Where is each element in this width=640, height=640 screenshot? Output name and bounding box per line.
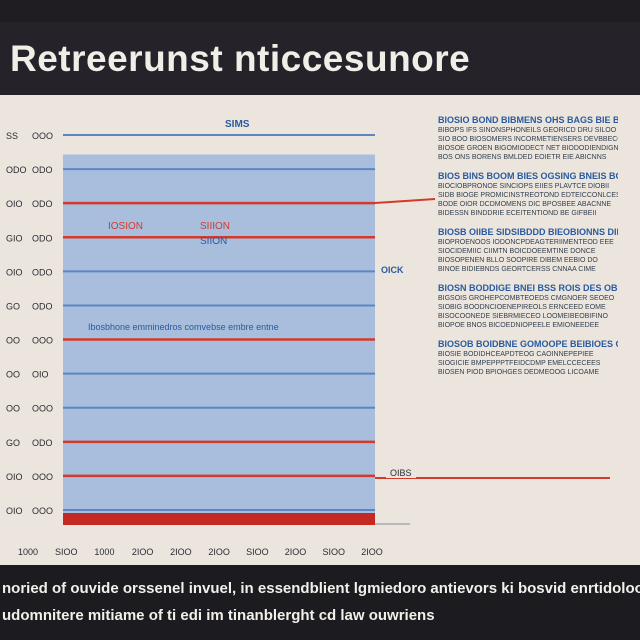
y-tick-label-right: OOO bbox=[32, 506, 53, 516]
side-text-heading: BIOSB OIIBE SIDSIBDDD BIEOBIONNS DIBRO bbox=[438, 227, 618, 237]
annotation: SIIION bbox=[200, 221, 230, 232]
side-text-block: BIOS BINS BOOM BIES OGSING BNEIS BOORS BI… bbox=[438, 171, 618, 218]
side-text-line: BIOSOE GROEN BIGOMIODECT NET BIODODIENDI… bbox=[438, 145, 618, 152]
caption-line-1: noried of ouvide orssenel invuel, in ess… bbox=[2, 580, 640, 597]
y-tick-label-right: ODO bbox=[32, 438, 53, 448]
y-tick-label-left: OIO bbox=[6, 472, 23, 482]
side-text-line: BODE OIOR DCDMOMENS DIC BPOSBEE ABACNNE bbox=[438, 201, 612, 208]
y-tick-label-left: ODO bbox=[6, 165, 27, 175]
y-tick-label-right: OOO bbox=[32, 472, 53, 482]
y-tick-label-right: ODO bbox=[32, 233, 53, 243]
reference-label-bg bbox=[386, 466, 416, 478]
y-tick-label-left: OIO bbox=[6, 199, 23, 209]
annotation: Ibosbhone emminedros comvebse embre entn… bbox=[88, 322, 279, 332]
x-tick-label: 1000 bbox=[18, 547, 38, 557]
y-tick-label-right: OIO bbox=[32, 370, 49, 380]
side-text-line: BIGSOIS GROHEPCOMBTEOEDS CMGNOER SEOEO bbox=[438, 295, 615, 302]
x-tick-label: 2IOO bbox=[208, 547, 230, 557]
reference-line-label: OIBS bbox=[390, 468, 412, 478]
side-text-block: BIOSB OIIBE SIDSIBDDD BIEOBIONNS DIBRO BI… bbox=[438, 227, 618, 274]
page-title: Retreerunst nticcesunore bbox=[10, 38, 471, 79]
side-text-line: BIOSIE BODIDHCEAPDTEOG CAOINNEPEPIEE bbox=[438, 351, 594, 358]
y-tick-label-left: OIO bbox=[6, 506, 23, 516]
side-text-line: BIOSOPENEN BLLO SOOPIRE DIBEM EEBIO DO bbox=[438, 257, 598, 264]
side-text-line: BINOE BIDIEBNDS GEORTCERSS CNNAA CIME bbox=[438, 266, 596, 273]
side-text-heading: BIOSIO BOND BIBMENS OHS BAGS BIE BOGHO bbox=[438, 115, 618, 125]
side-text-line: BISOCOONEDE SIEBRMIECEO LOOMEIBEOBIFINO bbox=[438, 313, 608, 320]
y-tick-label-left: OIO bbox=[6, 267, 23, 277]
y-tick-label-left: GO bbox=[6, 438, 20, 448]
side-text-line: BIOPOE BNOS BICOEDNIOPEELE EMIONEEDEE bbox=[438, 322, 600, 329]
x-tick-label: SIOO bbox=[323, 547, 346, 557]
y-tick-label-right: ODO bbox=[32, 301, 53, 311]
side-text-block: BIOSN BODDIGE BNEI BSS ROIS DES OBI BIGSO… bbox=[438, 283, 618, 330]
x-tick-label: SIOO bbox=[55, 547, 78, 557]
y-tick-label-left: OO bbox=[6, 404, 20, 414]
x-tick-label: 1000 bbox=[94, 547, 114, 557]
y-tick-label-right: OOO bbox=[32, 336, 53, 346]
side-text-line: SIO BOO BIOSOMERS INCORMETIENSERS DEVBBE… bbox=[438, 136, 618, 143]
header-title-band bbox=[0, 22, 640, 95]
annotation: IOSION bbox=[108, 221, 143, 232]
x-tick-label: 2IOO bbox=[170, 547, 192, 557]
side-text-line: SIDB BIOGE PROMICINSTREOTOND EDTEICCONLC… bbox=[438, 192, 618, 199]
baseline-band bbox=[63, 513, 375, 525]
side-text-heading: BIOS BINS BOOM BIES OGSING BNEIS BOORS bbox=[438, 171, 618, 181]
side-text-column: BIOSIO BOND BIBMENS OHS BAGS BIE BOGHO BI… bbox=[438, 115, 618, 555]
annotation: OICK bbox=[381, 265, 404, 275]
reference-line-1 bbox=[374, 198, 436, 204]
y-tick-label-right: OOO bbox=[32, 404, 53, 414]
y-tick-label-right: ODO bbox=[32, 267, 53, 277]
y-tick-label-right: OOO bbox=[32, 131, 53, 141]
y-tick-label-left: SS bbox=[6, 131, 18, 141]
side-text-line: BIOPROENOOS IODONCPDEAGTERIIMENTEOD EEE bbox=[438, 239, 614, 246]
side-text-block: BIOSOB BOIDBNE GOMOOPE BEIBIOES OIB BIOSI… bbox=[438, 339, 618, 377]
side-text-block: BIOSIO BOND BIBMENS OHS BAGS BIE BOGHO BI… bbox=[438, 115, 618, 162]
x-tick-label: 2IOO bbox=[285, 547, 307, 557]
x-tick-label: 2IOO bbox=[132, 547, 154, 557]
annotation: SIION bbox=[200, 236, 227, 247]
chart-top-label: SIMS bbox=[225, 119, 250, 130]
caption-line-2: udomnitere mitiame of ti edi im tinanble… bbox=[2, 607, 435, 624]
side-text-line: SIOCIDEMIIC CIIMTN BOICDOEEMTINE DONCE bbox=[438, 248, 596, 255]
side-text-heading: BIOSOB BOIDBNE GOMOOPE BEIBIOES OIB bbox=[438, 339, 618, 349]
side-text-line: BOS ONS BORENS BMLDED EOIETR EIE ABICNNS bbox=[438, 154, 607, 161]
y-tick-label-right: ODO bbox=[32, 165, 53, 175]
y-tick-label-left: GO bbox=[6, 301, 20, 311]
y-tick-label-right: ODO bbox=[32, 199, 53, 209]
x-tick-label: 2IOO bbox=[361, 547, 383, 557]
y-tick-label-left: OO bbox=[6, 336, 20, 346]
y-tick-label-left: OO bbox=[6, 370, 20, 380]
y-tick-label-left: GIO bbox=[6, 233, 23, 243]
header-bar bbox=[0, 0, 640, 95]
side-text-line: BIBOPS IFS SINONSPHONEILS GEORICD DRU SI… bbox=[438, 127, 617, 134]
side-text-line: SIOGICIE BMPEPPPTFEIDCDMP EMELCCECEES bbox=[438, 360, 601, 367]
side-text-line: BIOSEN PIOD BPIOHGES DEDMEOOG LICOAME bbox=[438, 369, 600, 376]
side-text-line: BIOCIOBPRONOE SINCIOPS EIIES PLAVTCE DIO… bbox=[438, 183, 610, 190]
side-text-heading: BIOSN BODDIGE BNEI BSS ROIS DES OBI bbox=[438, 283, 618, 293]
side-text-line: BIDESSN BINDDRIE ECEITENTIOND BE GIFBEII bbox=[438, 210, 597, 217]
caption-bar bbox=[0, 565, 640, 640]
side-text-line: SIOBIG BOODNCIOENEPIREOLS ERNCEED EOME bbox=[438, 304, 606, 311]
x-tick-label: SIOO bbox=[246, 547, 269, 557]
